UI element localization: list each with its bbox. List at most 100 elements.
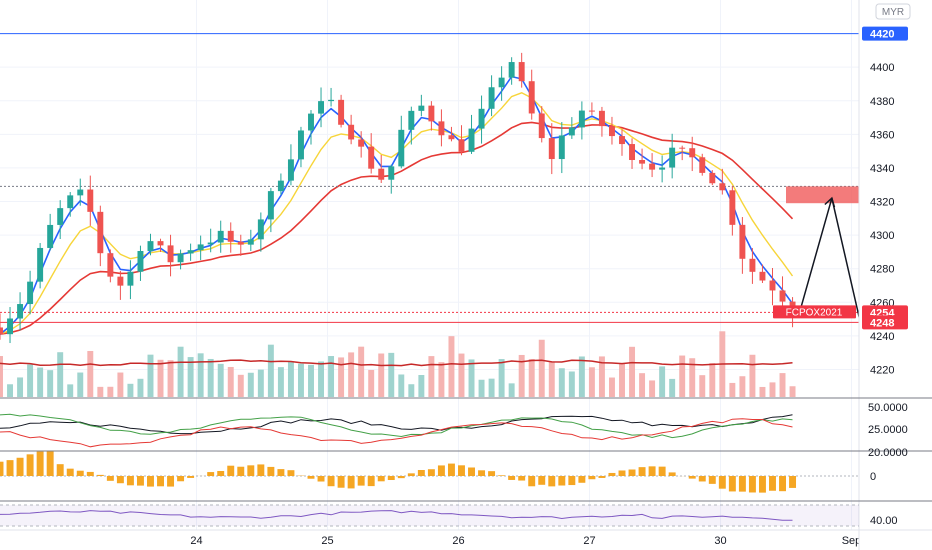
- volume-bar: [157, 359, 164, 397]
- volume-bar: [247, 372, 254, 397]
- osc2-bar: [257, 464, 265, 476]
- volume-bar: [779, 373, 786, 397]
- candle-body: [117, 276, 124, 286]
- candle-body: [187, 250, 194, 254]
- osc2-bar: [608, 472, 616, 476]
- price-marker[interactable]: [862, 315, 908, 330]
- volume-bar: [207, 358, 214, 397]
- price-tick-label: 4360: [870, 129, 894, 141]
- osc2-bar: [56, 464, 64, 476]
- time-axis: 2425262730Sep23: [0, 530, 932, 550]
- osc2-bar: [337, 476, 345, 488]
- candle-body: [669, 147, 676, 168]
- volume-bar: [488, 378, 495, 397]
- price-tick-label: 4220: [870, 364, 894, 376]
- candle-body: [37, 247, 44, 282]
- candle-body: [659, 167, 666, 170]
- volume-bar: [588, 367, 595, 397]
- osc2-bar: [76, 470, 84, 476]
- volume-bar: [227, 366, 234, 397]
- osc2-bar: [377, 476, 385, 482]
- volume-bar: [759, 386, 766, 397]
- osc2-bar: [568, 476, 576, 486]
- osc2-bar: [6, 460, 14, 476]
- volume-bar: [789, 386, 796, 397]
- candle-body: [649, 163, 656, 170]
- osc2-bar: [357, 476, 365, 486]
- osc2-bar: [708, 476, 716, 484]
- osc2-bar: [447, 463, 455, 476]
- candle-body: [227, 230, 234, 242]
- volume-bar: [187, 357, 194, 397]
- candle-body: [308, 113, 314, 131]
- candle-body: [137, 251, 144, 272]
- symbol-badge[interactable]: [773, 305, 856, 319]
- osc2-tick-label: 0: [870, 471, 876, 483]
- volume-bar: [428, 356, 435, 397]
- price-tick-label: 4300: [870, 230, 894, 242]
- price-axis[interactable]: MYR 422042404260428043004320434043604380…: [858, 0, 932, 550]
- volume-bar: [257, 369, 264, 397]
- volume-bar: [308, 364, 314, 397]
- osc2-bar: [638, 467, 646, 476]
- price-tick-label: 4320: [870, 197, 894, 209]
- osc2-bar: [167, 476, 175, 487]
- volume-bar: [448, 336, 455, 397]
- osc2-bar: [136, 476, 144, 486]
- candle-body: [378, 168, 385, 180]
- osc2-overflow-label: 20.0000: [868, 447, 908, 459]
- candle-body: [147, 241, 154, 252]
- osc2-bar: [508, 476, 516, 480]
- candle-body: [478, 108, 485, 129]
- osc2-bar: [437, 465, 445, 476]
- volume-bar: [147, 354, 154, 397]
- candle-body: [167, 245, 174, 263]
- volume-ma-line: [0, 359, 793, 367]
- volume-bar: [679, 355, 686, 397]
- candle-body: [568, 127, 575, 136]
- volume-bar: [378, 353, 385, 397]
- volume-bar: [438, 362, 445, 397]
- osc1-line: [0, 418, 793, 448]
- osc2-bar: [16, 457, 24, 476]
- volume-bar: [87, 350, 94, 397]
- currency-label[interactable]: MYR: [882, 7, 904, 18]
- candle-body: [468, 128, 475, 152]
- osc2-bar: [147, 476, 154, 487]
- candle-body: [558, 135, 565, 160]
- candle-body: [287, 159, 294, 181]
- price-marker-label: 4420: [870, 29, 894, 41]
- volume-bar: [478, 379, 485, 397]
- volume-bar: [47, 370, 54, 397]
- osc2-bar: [177, 476, 185, 482]
- candle-body: [267, 191, 274, 220]
- price-marker[interactable]: [862, 26, 908, 41]
- time-tick-label: 30: [714, 535, 726, 547]
- candle-body: [759, 271, 766, 281]
- osc2-bar: [157, 476, 164, 487]
- osc2-bar: [789, 476, 797, 488]
- osc2-bar: [488, 471, 496, 476]
- osc1-tick-label: 50.0000: [868, 402, 908, 414]
- volume-bar: [699, 375, 706, 397]
- candle-body: [739, 224, 746, 259]
- volume-bar: [739, 376, 746, 397]
- horizontal-lines[interactable]: [0, 33, 859, 323]
- candle-body: [197, 244, 204, 251]
- candle-body: [699, 157, 706, 173]
- osc2-bar: [277, 469, 285, 476]
- candle-body: [17, 304, 24, 319]
- candle-body: [217, 230, 224, 243]
- candle-body: [458, 139, 465, 152]
- osc2-bar: [407, 473, 415, 476]
- ema-mid-line: [0, 92, 794, 335]
- candle-body: [729, 190, 736, 225]
- volume-bar: [117, 372, 124, 397]
- symbol-badge-label: FCPOX2021: [786, 307, 843, 318]
- osc2-bar: [468, 467, 475, 476]
- candle-body: [528, 81, 535, 114]
- candle-body: [27, 281, 34, 305]
- osc2-bar: [748, 476, 756, 493]
